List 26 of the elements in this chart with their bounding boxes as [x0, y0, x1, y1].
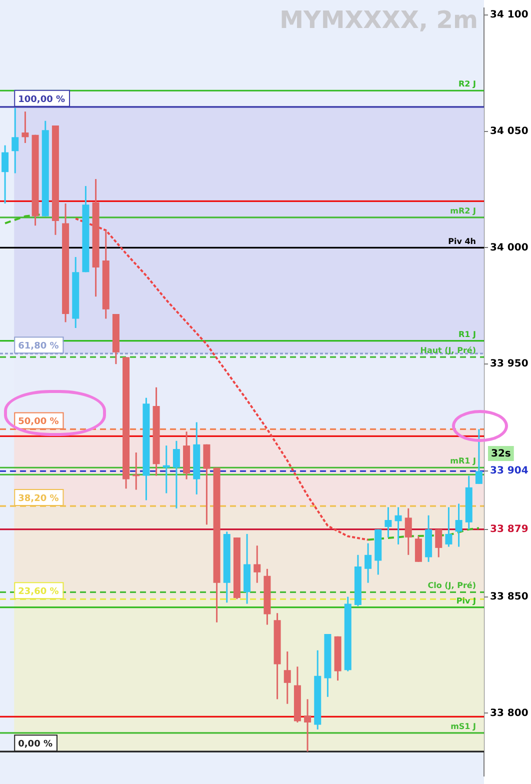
candlestick [132, 452, 140, 490]
annotation: 50,00 % [18, 417, 59, 428]
annotation: 23,60 % [18, 586, 59, 597]
y-tick-label: 33 850 [490, 591, 528, 602]
y-tick-label: 34 050 [490, 126, 528, 137]
y-tick-label: 34 000 [490, 242, 528, 254]
y-tick-label: 33 800 [490, 708, 528, 719]
annotation: 100,00 % [18, 94, 66, 105]
ref-line-label: R2 J [458, 80, 476, 89]
y-tick-label: 33 950 [490, 358, 528, 370]
ref-line-label: mR2 J [450, 206, 476, 216]
ref-line-label: Piv 4h [448, 236, 476, 246]
ref-line-label: Haut (J, Pré) [420, 346, 476, 356]
y-tick-label: 34 100 [490, 10, 528, 21]
line-series [74, 218, 370, 541]
ref-line-label: Piv J [456, 596, 476, 606]
y-tick-label: 33 879 [490, 524, 528, 535]
y-tick-label: 33 904 [490, 466, 528, 477]
ref-line-label: R1 J [458, 330, 476, 339]
text: 32s [491, 448, 511, 460]
annotation: 38,20 % [18, 494, 59, 504]
ref-line-label: mR1 J [450, 456, 476, 466]
annotation: 0,00 % [18, 739, 52, 750]
ref-line-label: Clo (J, Pré) [428, 581, 476, 590]
ref-line-label: mS1 J [450, 722, 476, 732]
annotation: 61,80 % [18, 341, 59, 352]
